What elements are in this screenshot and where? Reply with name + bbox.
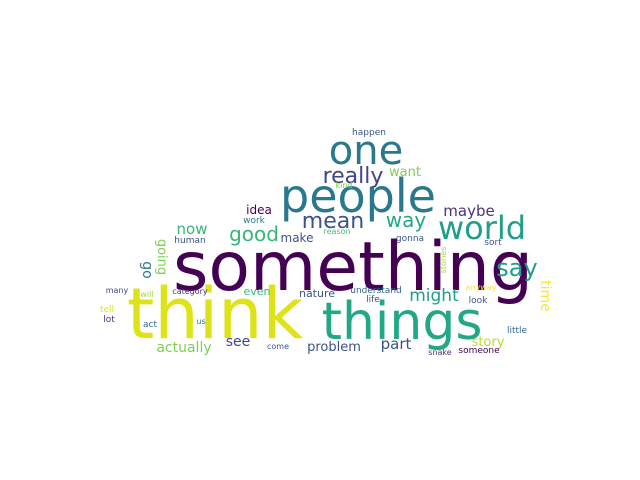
word-work: work	[243, 216, 266, 226]
word-story: story	[472, 335, 505, 350]
word-mean: mean	[302, 209, 364, 234]
word-snake: snake	[428, 348, 451, 357]
word-think: think	[127, 273, 304, 355]
word-act: act	[143, 320, 157, 330]
word-many: many	[106, 286, 129, 295]
word-anyway: anyway	[466, 283, 497, 292]
word-will: will	[140, 290, 153, 299]
word-sort: sort	[484, 238, 502, 248]
word-one: one	[329, 128, 403, 174]
word-see: see	[226, 334, 251, 350]
word-way: way	[386, 208, 427, 232]
word-maybe: maybe	[443, 202, 494, 220]
word-lot: lot	[103, 315, 115, 325]
word-gonna: gonna	[396, 234, 424, 244]
word-category: category	[172, 287, 208, 296]
word-say: say	[496, 254, 537, 282]
word-come: come	[267, 342, 289, 351]
word-understand: understand	[350, 286, 402, 296]
word-something: something	[173, 228, 533, 307]
word-even: even	[243, 285, 270, 298]
word-human: human	[174, 236, 205, 246]
word-time: time	[537, 280, 553, 312]
word-happen: happen	[352, 128, 386, 138]
word-things: things	[322, 292, 483, 352]
word-look: look	[469, 296, 489, 306]
word-kind: kind	[335, 181, 352, 190]
word-good: good	[229, 222, 279, 246]
word-tell: tell	[100, 305, 114, 315]
word-stories: stories	[439, 247, 448, 274]
word-going: going	[154, 239, 169, 275]
word-part: part	[381, 335, 412, 353]
word-reason: reason	[323, 227, 350, 236]
word-now: now	[177, 220, 208, 238]
word-us: us	[196, 317, 205, 326]
word-life: life	[366, 295, 380, 305]
word-idea: idea	[246, 203, 272, 217]
word-make: make	[281, 231, 314, 245]
word-world: world	[438, 209, 526, 247]
word-problem: problem	[307, 340, 361, 355]
word-actually: actually	[156, 340, 211, 356]
word-someone: someone	[458, 346, 500, 356]
word-nature: nature	[299, 287, 335, 300]
word-go: go	[139, 261, 155, 278]
word-people: people	[280, 169, 436, 223]
word-really: really	[323, 164, 384, 189]
word-little: little	[507, 326, 528, 336]
word-might: might	[409, 286, 459, 306]
word-want: want	[389, 165, 421, 180]
